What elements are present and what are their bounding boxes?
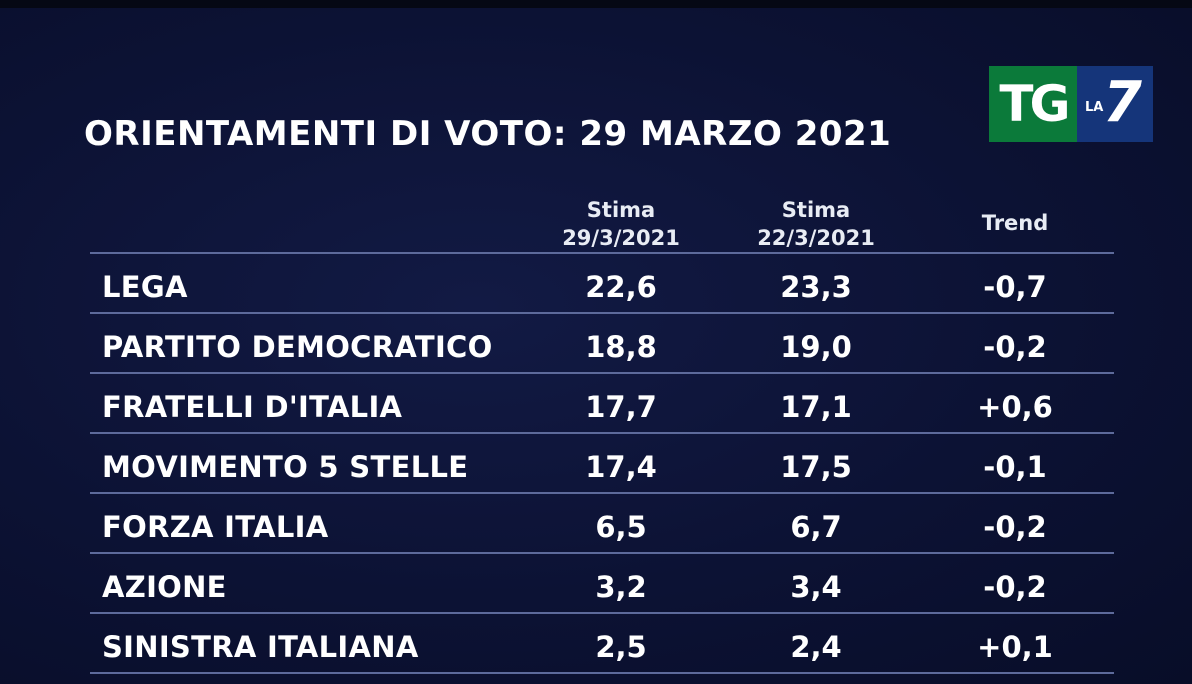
logo-la7-block: LA 7 xyxy=(1077,66,1153,142)
stima-22-value: 23,3 xyxy=(780,270,852,304)
stima-22-value: 19,0 xyxy=(780,330,852,364)
party-name: FORZA ITALIA xyxy=(102,510,329,544)
logo-tg-block: TG xyxy=(989,66,1077,142)
party-name: FRATELLI D'ITALIA xyxy=(102,390,403,424)
trend-value: +0,1 xyxy=(977,630,1053,664)
row-divider xyxy=(90,552,1114,554)
trend-value: -0,2 xyxy=(983,570,1047,604)
row-divider xyxy=(90,372,1114,374)
row-divider xyxy=(90,252,1114,254)
party-name: PARTITO DEMOCRATICO xyxy=(102,330,493,364)
trend-value: +0,6 xyxy=(977,390,1053,424)
row-divider xyxy=(90,672,1114,674)
stima-22-value: 6,7 xyxy=(790,510,842,544)
column-header-trend: Trend xyxy=(935,209,1095,237)
stima-29-value: 17,7 xyxy=(585,390,657,424)
stima-29-value: 2,5 xyxy=(595,630,647,664)
trend-value: -0,2 xyxy=(983,330,1047,364)
stima-29-value: 3,2 xyxy=(595,570,647,604)
trend-value: -0,7 xyxy=(983,270,1047,304)
row-divider xyxy=(90,432,1114,434)
stima-29-value: 17,4 xyxy=(585,450,657,484)
row-divider xyxy=(90,312,1114,314)
column-header-line1: Trend xyxy=(981,211,1049,235)
column-header-stima-29: Stima 29/3/2021 xyxy=(541,196,701,252)
party-name: SINISTRA ITALIANA xyxy=(102,630,419,664)
row-divider xyxy=(90,492,1114,494)
party-name: MOVIMENTO 5 STELLE xyxy=(102,450,469,484)
trend-value: -0,1 xyxy=(983,450,1047,484)
column-header-line2: 29/3/2021 xyxy=(562,226,680,250)
column-header-line1: Stima xyxy=(781,198,851,222)
stima-22-value: 17,1 xyxy=(780,390,852,424)
stima-22-value: 17,5 xyxy=(780,450,852,484)
stima-29-value: 6,5 xyxy=(595,510,647,544)
stima-22-value: 2,4 xyxy=(790,630,842,664)
stima-22-value: 3,4 xyxy=(790,570,842,604)
stima-29-value: 18,8 xyxy=(585,330,657,364)
top-edge-bar xyxy=(0,0,1192,8)
party-name: LEGA xyxy=(102,270,188,304)
column-header-stima-22: Stima 22/3/2021 xyxy=(736,196,896,252)
tg-la7-logo: TG LA 7 xyxy=(989,66,1153,142)
logo-seven-text: 7 xyxy=(1103,70,1142,135)
trend-value: -0,2 xyxy=(983,510,1047,544)
column-header-line1: Stima xyxy=(586,198,656,222)
stima-29-value: 22,6 xyxy=(585,270,657,304)
party-name: AZIONE xyxy=(102,570,227,604)
poll-title: ORIENTAMENTI DI VOTO: 29 MARZO 2021 xyxy=(84,114,892,154)
row-divider xyxy=(90,612,1114,614)
column-header-line2: 22/3/2021 xyxy=(757,226,875,250)
logo-la-text: LA xyxy=(1085,100,1104,115)
